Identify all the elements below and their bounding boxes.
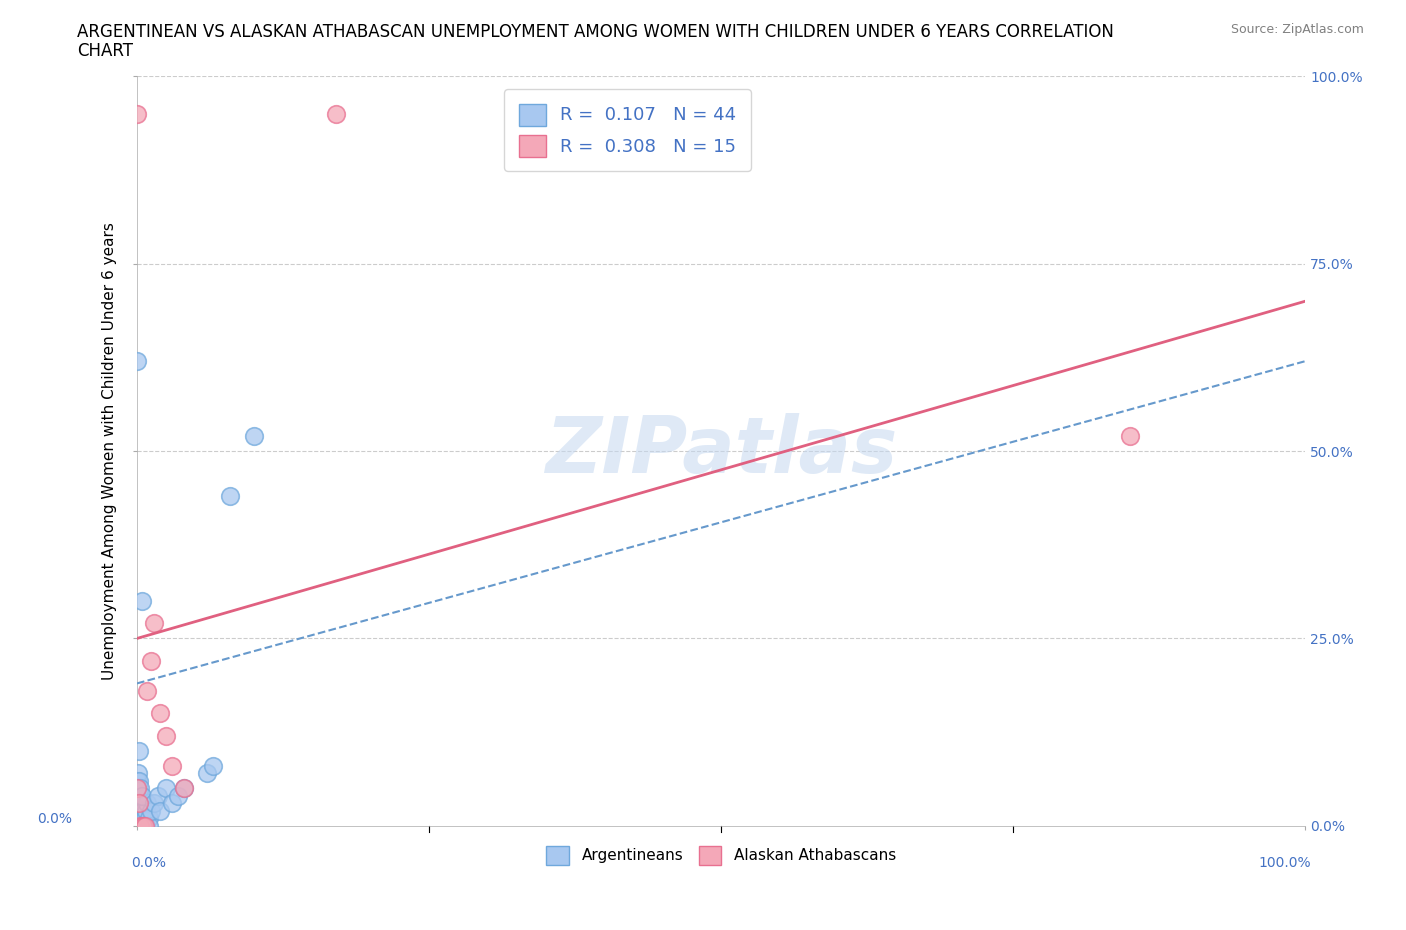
- Y-axis label: Unemployment Among Women with Children Under 6 years: Unemployment Among Women with Children U…: [101, 222, 117, 680]
- Point: [219, 488, 242, 503]
- Point: [139, 654, 162, 669]
- Text: 0.0%: 0.0%: [131, 856, 166, 870]
- Point: [131, 811, 153, 826]
- Point: [155, 728, 177, 743]
- Text: CHART: CHART: [77, 42, 134, 60]
- Point: [127, 818, 149, 833]
- Point: [129, 781, 152, 796]
- Point: [128, 743, 150, 758]
- Text: 100.0%: 100.0%: [1258, 856, 1312, 870]
- Point: [127, 766, 149, 781]
- Point: [125, 774, 148, 789]
- Point: [160, 796, 183, 811]
- Point: [135, 804, 157, 818]
- Point: [131, 796, 153, 811]
- Point: [325, 106, 347, 121]
- Point: [132, 818, 155, 833]
- Point: [149, 706, 172, 721]
- Point: [127, 781, 149, 796]
- Point: [173, 781, 195, 796]
- Point: [201, 759, 224, 774]
- Text: ZIPatlas: ZIPatlas: [546, 413, 897, 489]
- Point: [1119, 429, 1142, 444]
- Point: [242, 429, 264, 444]
- Point: [138, 811, 160, 826]
- Point: [125, 818, 148, 833]
- Point: [195, 766, 218, 781]
- Point: [136, 684, 159, 698]
- Point: [132, 818, 155, 833]
- Point: [132, 811, 155, 826]
- Point: [160, 759, 183, 774]
- Point: [134, 818, 156, 833]
- Point: [132, 811, 155, 826]
- Point: [155, 781, 177, 796]
- Point: [143, 616, 166, 631]
- Point: [125, 353, 148, 368]
- Point: [132, 804, 155, 818]
- Point: [129, 818, 152, 833]
- Point: [129, 804, 152, 818]
- Text: 0.0%: 0.0%: [38, 812, 73, 826]
- Point: [138, 818, 160, 833]
- Point: [132, 818, 155, 833]
- Point: [134, 811, 156, 826]
- Point: [132, 818, 155, 833]
- Legend: Argentineans, Alaskan Athabascans: Argentineans, Alaskan Athabascans: [540, 840, 903, 870]
- Point: [125, 781, 148, 796]
- Point: [131, 593, 153, 608]
- Text: Source: ZipAtlas.com: Source: ZipAtlas.com: [1230, 23, 1364, 36]
- Point: [128, 796, 150, 811]
- Point: [173, 781, 195, 796]
- Text: ARGENTINEAN VS ALASKAN ATHABASCAN UNEMPLOYMENT AMONG WOMEN WITH CHILDREN UNDER 6: ARGENTINEAN VS ALASKAN ATHABASCAN UNEMPL…: [77, 23, 1114, 41]
- Point: [139, 804, 162, 818]
- Point: [132, 818, 155, 833]
- Point: [125, 811, 148, 826]
- Point: [125, 106, 148, 121]
- Point: [143, 796, 166, 811]
- Point: [131, 789, 153, 804]
- Point: [149, 804, 172, 818]
- Point: [129, 789, 152, 804]
- Point: [136, 796, 159, 811]
- Point: [134, 818, 156, 833]
- Point: [166, 789, 188, 804]
- Point: [128, 774, 150, 789]
- Point: [146, 789, 169, 804]
- Point: [129, 818, 152, 833]
- Point: [135, 818, 157, 833]
- Point: [128, 796, 150, 811]
